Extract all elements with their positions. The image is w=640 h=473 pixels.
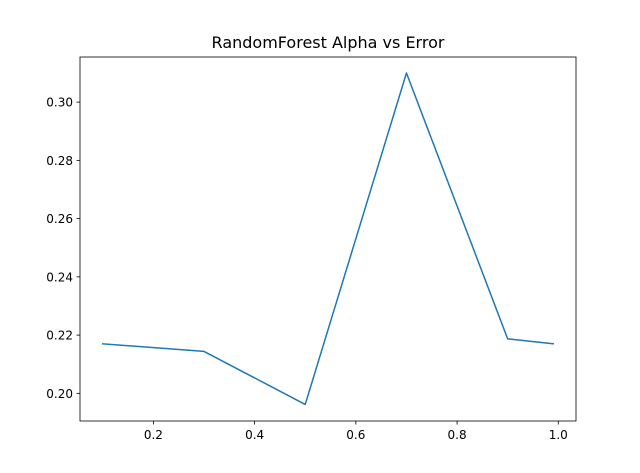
series-line-0 — [101, 72, 555, 406]
chart-title: RandomForest Alpha vs Error — [212, 33, 445, 52]
x-tick-label: 1.0 — [549, 428, 568, 442]
x-tick-label: 0.4 — [245, 428, 264, 442]
y-tick-label: 0.26 — [46, 212, 73, 226]
plot-area: 0.2 0.4 0.6 0.8 1.0 0.20 0.22 0.24 0.26 0.28 0.30 — [46, 56, 577, 442]
y-tick-label: 0.30 — [46, 96, 73, 110]
x-tick-label: 0.2 — [144, 428, 163, 442]
x-tick-label: 0.6 — [346, 428, 365, 442]
axes-frame — [79, 56, 577, 422]
x-tick-label: 0.8 — [448, 428, 467, 442]
y-tick-label: 0.20 — [46, 387, 73, 401]
y-tick-label: 0.28 — [46, 154, 73, 168]
y-tick-label: 0.22 — [46, 329, 73, 343]
y-tick-label: 0.24 — [46, 270, 73, 284]
